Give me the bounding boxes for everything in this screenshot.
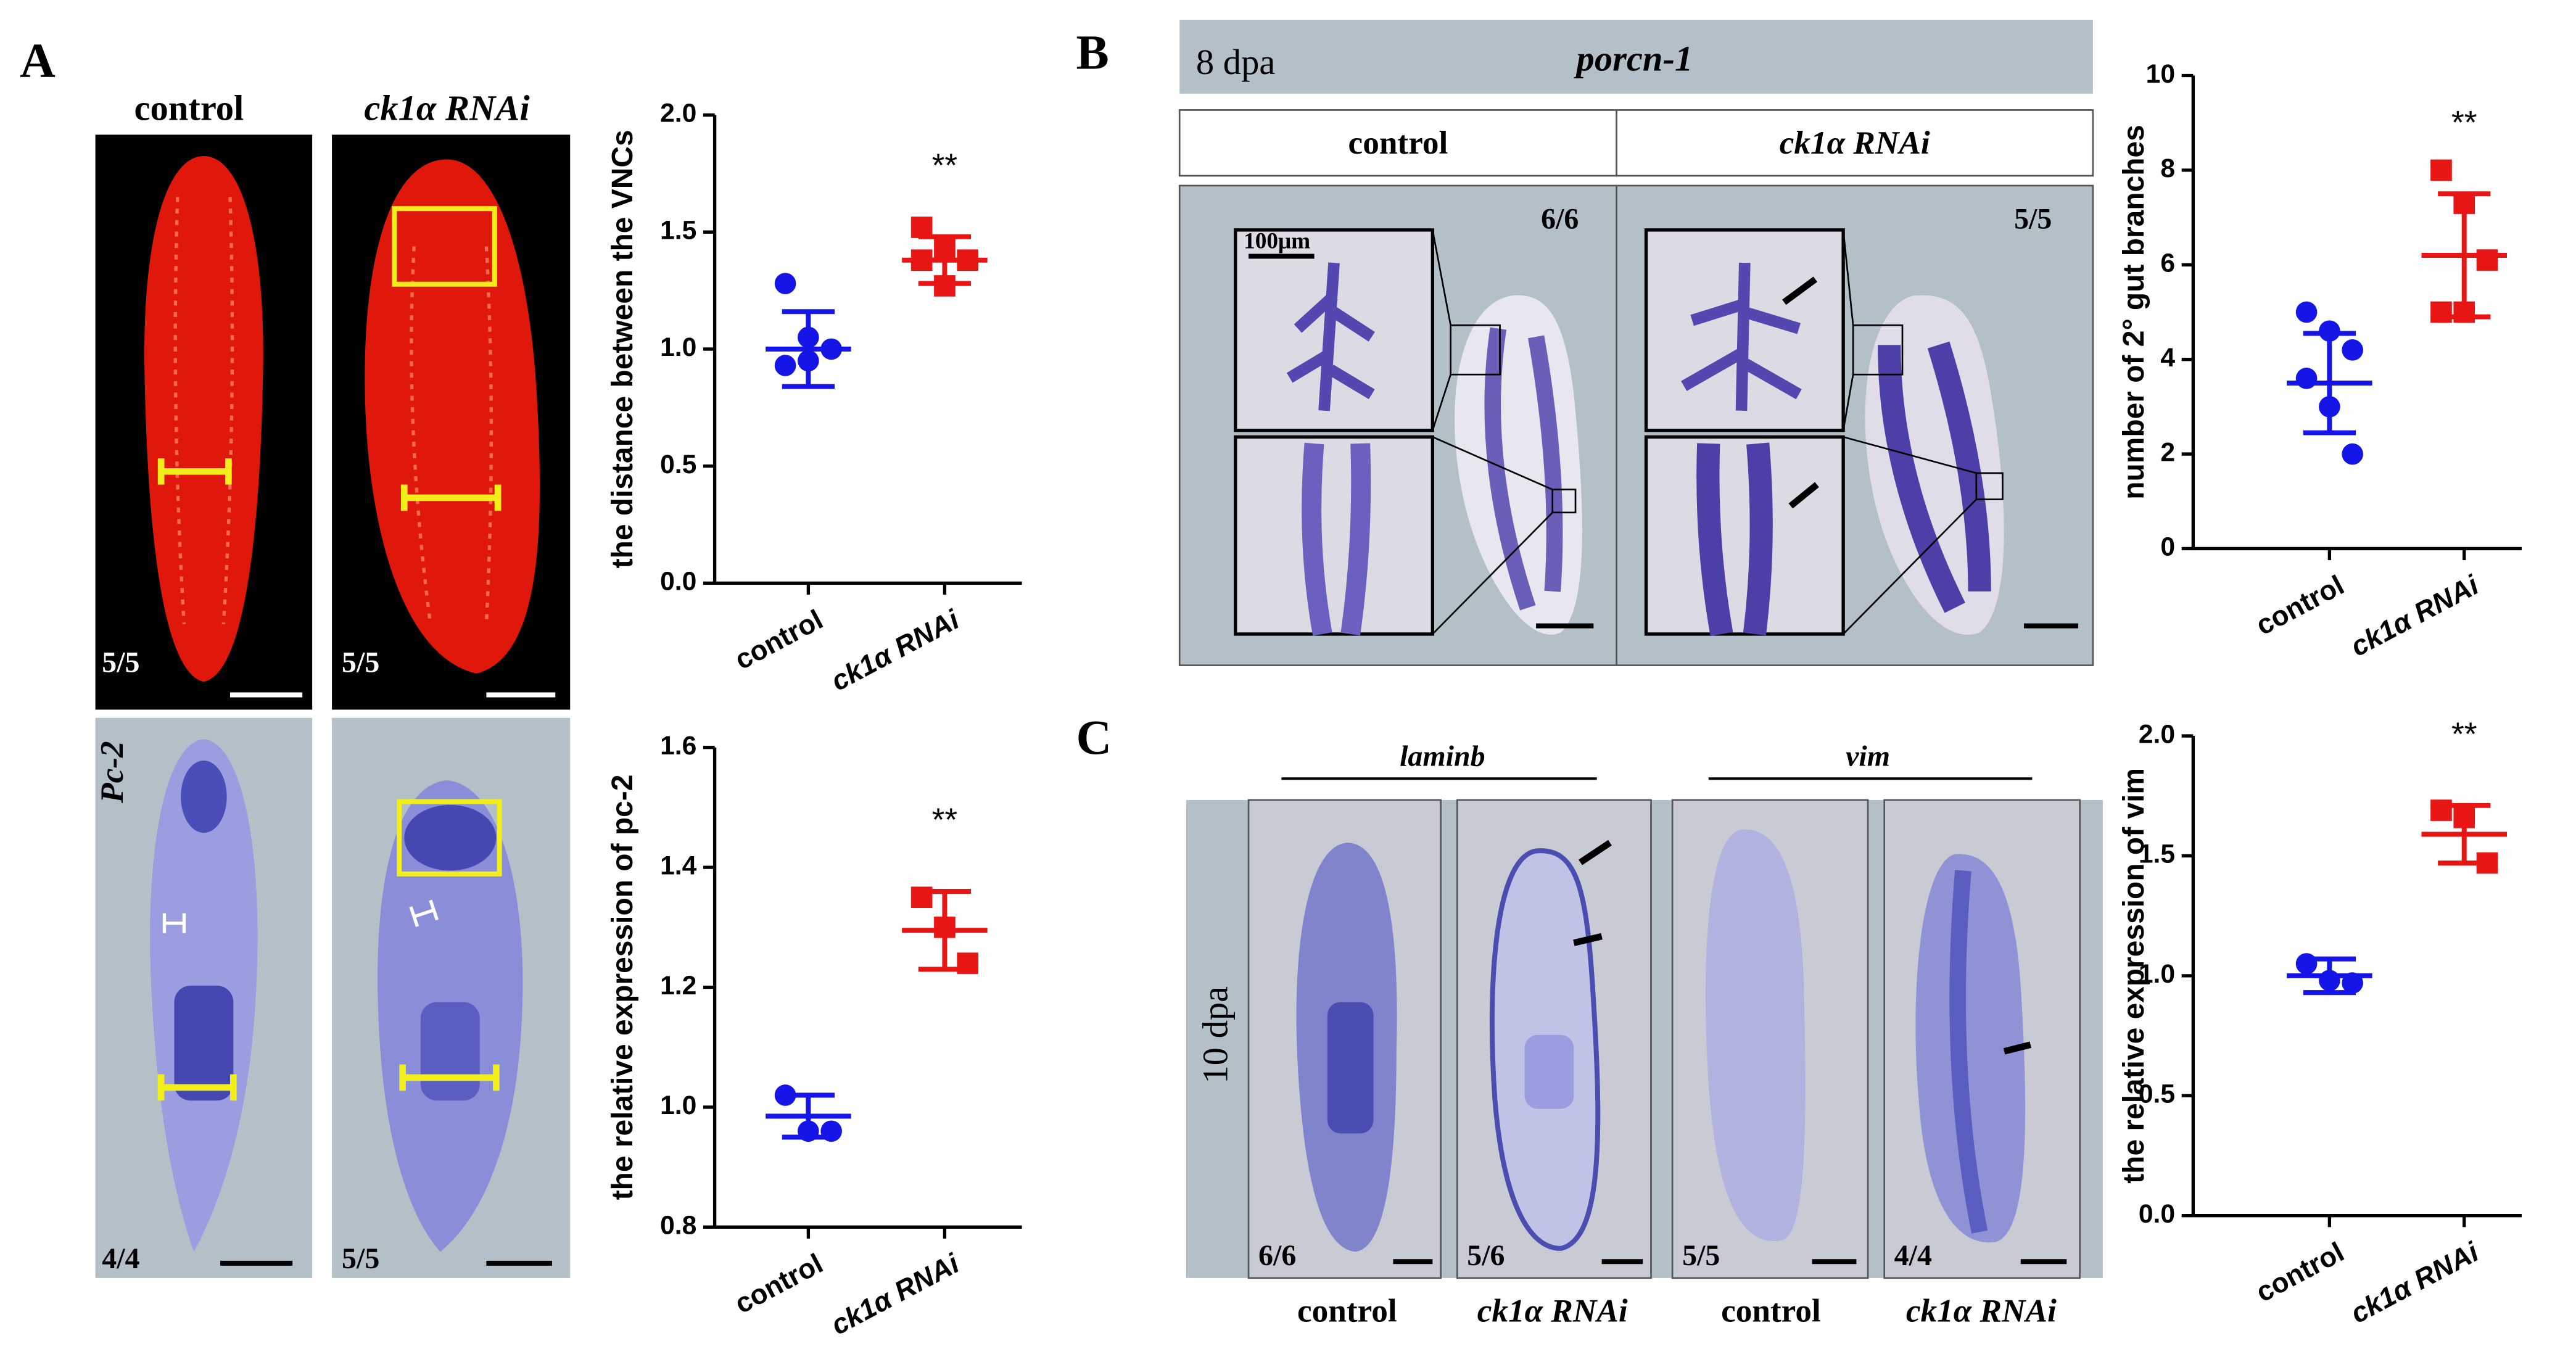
column-box [1178,109,1617,177]
x-tick-label: control [730,603,828,675]
data-point [2476,249,2498,271]
column-label: control [1348,125,1448,161]
data-point [2430,301,2452,323]
column-label: ck1α RNAi [1477,1293,1628,1329]
y-tick-label: 2 [2160,437,2175,467]
data-point [2295,301,2318,323]
data-point [774,273,796,294]
significance: ** [932,147,957,184]
y-axis-label: the relative expression of vim [2118,768,2150,1184]
porcn-images [1178,184,2094,666]
data-point [2430,799,2452,821]
y-tick-label: 1.0 [2139,959,2175,989]
x-tick-label: control [730,1247,828,1319]
data-point [2342,339,2363,361]
y-axis-label: number of 2° gut branches [2118,125,2150,500]
pc2-images [95,717,571,1278]
count-label: 5/5 [2014,203,2052,236]
header-bar [1179,19,2093,94]
count-label: 6/6 [1541,203,1579,236]
gene-label: porcn-1 [1574,39,1693,79]
count-label: 5/5 [1682,1239,1720,1272]
y-tick-label: 0.8 [660,1211,696,1240]
data-point [2295,953,2318,975]
significance: ** [932,802,957,838]
row-label: Pc-2 [94,741,130,804]
gene-label: laminb [1400,740,1485,772]
column-label: ck1α RNAi [1780,125,1930,161]
column-box [1616,109,2094,177]
data-point [2430,159,2452,181]
panel-letter: A [20,34,56,88]
significance: ** [2451,716,2477,753]
stage-label: 8 dpa [1196,42,1276,82]
isH-images [1186,777,2103,1279]
synapsin-images [95,134,571,710]
panel-letter: B [1076,26,1108,80]
count-label: 4/4 [1894,1239,1932,1272]
y-tick-label: 1.2 [660,971,696,1001]
row-label: Synapisn [62,182,90,278]
y-tick-label: 0.0 [660,567,696,596]
data-point [774,355,796,376]
scale-label: 100μm [1244,229,1310,254]
y-tick-label: 0.5 [2139,1079,2175,1109]
y-tick-label: 2.0 [2139,719,2175,749]
x-tick-label: ck1α RNAi [2345,569,2484,662]
panel-letter: C [1076,711,1112,765]
count-label: 5/5 [342,1242,379,1275]
data-point [2295,368,2318,389]
count-label: 5/5 [102,646,139,679]
y-tick-label: 1.5 [660,215,696,245]
count-label: 5/5 [342,646,379,679]
count-label: 5/6 [1467,1239,1505,1272]
column-label: ck1α RNAi [364,88,530,128]
gene-label: vim [1846,740,1890,772]
column-label: control [1721,1293,1821,1329]
column-label: control [134,88,244,128]
y-tick-label: 0 [2160,532,2175,562]
y-tick-label: 1.0 [660,332,696,362]
y-tick-label: 6 [2160,249,2175,278]
x-tick-label: control [2251,569,2349,641]
y-tick-label: 2.0 [660,99,696,128]
column-label: control [1297,1293,1397,1329]
y-tick-label: 4 [2160,343,2175,373]
count-label: 4/4 [102,1242,139,1275]
y-axis-label: the distance between the VNCs [606,130,639,568]
stage-label: 10 dpa [1195,986,1236,1084]
y-tick-label: 1.5 [2139,840,2175,869]
y-tick-label: 0.5 [660,450,696,479]
y-tick-label: 0.0 [2139,1199,2175,1229]
y-tick-label: 1.4 [660,851,697,880]
x-tick-label: control [2251,1236,2349,1308]
x-tick-label: ck1α RNAi [826,1247,965,1341]
column-label: ck1α RNAi [1906,1293,2057,1329]
y-tick-label: 10 [2146,59,2175,89]
y-tick-label: 1.6 [660,731,696,761]
y-tick-label: 8 [2160,154,2175,183]
y-tick-label: 1.0 [660,1091,696,1120]
data-point [2342,443,2363,465]
y-axis-label: the relative expression of pc-2 [606,775,639,1200]
count-label: 6/6 [1258,1239,1296,1272]
significance: ** [2451,104,2477,141]
x-tick-label: ck1α RNAi [2345,1236,2484,1329]
x-tick-label: ck1α RNAi [826,603,965,697]
